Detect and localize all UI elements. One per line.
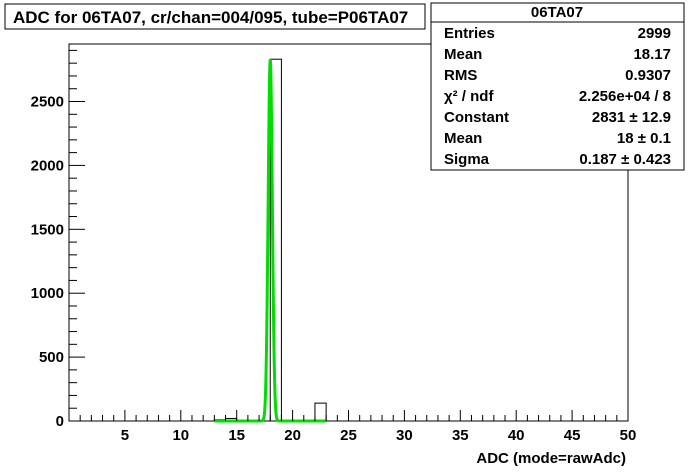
stats-row-value: 18.17 — [633, 46, 671, 63]
stats-box-title: 06TA07 — [531, 4, 583, 21]
stats-row-value: 2831 ± 12.9 — [592, 109, 671, 126]
stats-row-value: 0.187 ± 0.423 — [579, 151, 671, 168]
stats-rows: Entries 2999 Mean 18.17 RMS 0.9307 χ² / ndf 2.2… — [444, 25, 671, 168]
x-axis: 5 10 15 20 25 30 35 40 45 50 — [68, 410, 637, 444]
fit-line — [214, 59, 327, 423]
stats-row-value: 18 ± 0.1 — [617, 130, 671, 147]
stats-row-value: 2999 — [638, 25, 671, 42]
y-tick-label: 0 — [56, 413, 64, 430]
y-axis: 0 500 1000 1500 2000 2500 — [31, 49, 85, 430]
stats-row-label: Sigma — [444, 151, 490, 168]
stats-row-label: Mean — [444, 46, 482, 63]
x-tick-label: 25 — [340, 427, 357, 444]
stats-row-label: RMS — [444, 67, 477, 84]
stats-box: 06TA07 Entries 2999 Mean 18.17 RMS 0.9307 χ² /… — [430, 2, 685, 171]
y-tick-label: 1500 — [31, 221, 64, 238]
chart-title: ADC for 06TA07, cr/chan=004/095, tube=P0… — [13, 8, 408, 27]
x-tick-label: 20 — [284, 427, 301, 444]
x-tick-label: 5 — [121, 427, 129, 444]
y-tick-label: 2000 — [31, 157, 64, 174]
stats-row-value: 0.9307 — [625, 67, 671, 84]
y-tick-label: 2500 — [31, 94, 64, 111]
x-tick-label: 40 — [508, 427, 525, 444]
x-tick-label: 45 — [564, 427, 581, 444]
y-tick-label: 1000 — [31, 285, 64, 302]
stats-row-value: 2.256e+04 / 8 — [579, 88, 671, 105]
stats-row-label: Constant — [444, 109, 509, 126]
x-tick-label: 30 — [396, 427, 413, 444]
x-tick-label: 50 — [620, 427, 637, 444]
x-axis-label: ADC (mode=rawAdc) — [476, 450, 626, 467]
x-tick-label: 10 — [172, 427, 189, 444]
stats-row-label: χ² / ndf — [444, 88, 494, 105]
histogram-bin — [314, 402, 327, 422]
stats-row-label: Entries — [444, 25, 495, 42]
gaussian-fit-curve — [214, 59, 327, 423]
stats-row-label: Mean — [444, 130, 482, 147]
x-tick-label: 35 — [452, 427, 469, 444]
stats-box-frame — [430, 2, 685, 171]
title-box — [4, 3, 426, 30]
histogram-bin — [269, 58, 282, 422]
y-tick-label: 500 — [39, 349, 64, 366]
x-tick-label: 15 — [228, 427, 245, 444]
